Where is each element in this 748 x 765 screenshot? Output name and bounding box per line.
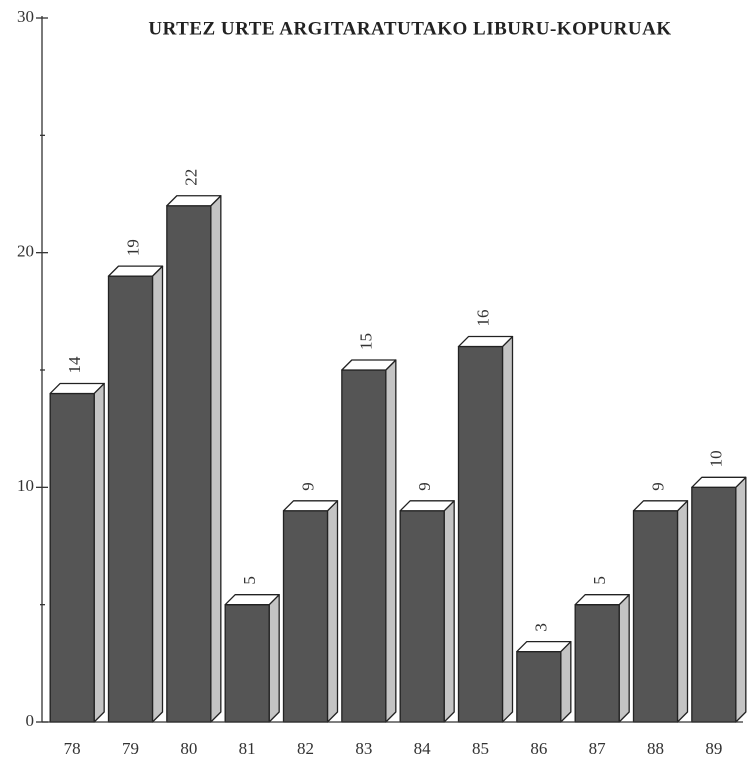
x-tick-label: 87	[589, 739, 607, 758]
value-label: 9	[298, 482, 317, 491]
x-tick-label: 82	[297, 739, 314, 758]
value-label: 5	[590, 576, 609, 585]
value-label: 22	[182, 169, 201, 186]
bar-top	[691, 476, 747, 488]
bar-side	[93, 382, 105, 723]
bar-top	[49, 382, 105, 395]
bar-top	[399, 500, 455, 512]
x-tick-label: 83	[355, 739, 372, 758]
y-tick-label: 20	[17, 242, 34, 261]
bar-side	[676, 500, 689, 723]
bar-side	[501, 335, 514, 723]
bar-top	[632, 500, 689, 512]
bar-top	[341, 359, 397, 371]
x-tick-label: 80	[180, 739, 197, 758]
value-label: 19	[123, 239, 142, 256]
bar-side	[560, 640, 572, 723]
y-tick-label: 10	[17, 476, 34, 495]
bar-top	[457, 335, 514, 348]
bar	[457, 345, 504, 723]
x-tick-label: 88	[647, 739, 664, 758]
x-tick-label: 78	[64, 739, 81, 758]
bar-side	[443, 500, 455, 723]
bar	[691, 486, 737, 723]
x-tick-label: 81	[239, 739, 256, 758]
value-label: 9	[648, 482, 667, 491]
bar	[341, 369, 387, 723]
bar-top	[574, 594, 630, 606]
y-tick-label: 30	[17, 7, 34, 26]
bar	[632, 510, 679, 723]
x-tick-label: 86	[530, 739, 547, 758]
bar	[574, 604, 620, 723]
bar-side	[385, 359, 397, 723]
bar-top	[166, 195, 222, 207]
value-label: 9	[415, 482, 434, 491]
bar	[107, 275, 154, 723]
bar-top	[224, 594, 280, 606]
chart-title: URTEZ URTE ARGITARATUTAKO LIBURU-KOPURUA…	[148, 18, 671, 39]
bar	[399, 510, 445, 723]
x-tick-label: 89	[705, 739, 722, 758]
y-tick-label: 0	[26, 711, 35, 730]
bar-top	[282, 500, 339, 512]
bar-side	[735, 476, 747, 723]
bar	[282, 510, 329, 723]
bar	[224, 604, 270, 723]
value-label: 3	[532, 623, 551, 632]
value-label: 16	[473, 310, 492, 327]
bar-side	[151, 265, 164, 723]
bar	[516, 650, 562, 723]
bar-side	[210, 195, 222, 723]
value-label: 5	[240, 576, 259, 585]
x-tick-label: 85	[472, 739, 489, 758]
x-tick-label: 84	[414, 739, 432, 758]
bar-top	[516, 640, 572, 653]
value-label: 10	[707, 450, 726, 467]
bar-top	[107, 265, 164, 277]
bar	[166, 205, 212, 723]
bar	[49, 392, 95, 723]
bar-side	[268, 594, 280, 723]
bar-side	[618, 594, 630, 723]
bar-side	[326, 500, 339, 723]
x-tick-label: 79	[122, 739, 139, 758]
value-label: 15	[357, 333, 376, 350]
value-label: 14	[65, 356, 84, 374]
